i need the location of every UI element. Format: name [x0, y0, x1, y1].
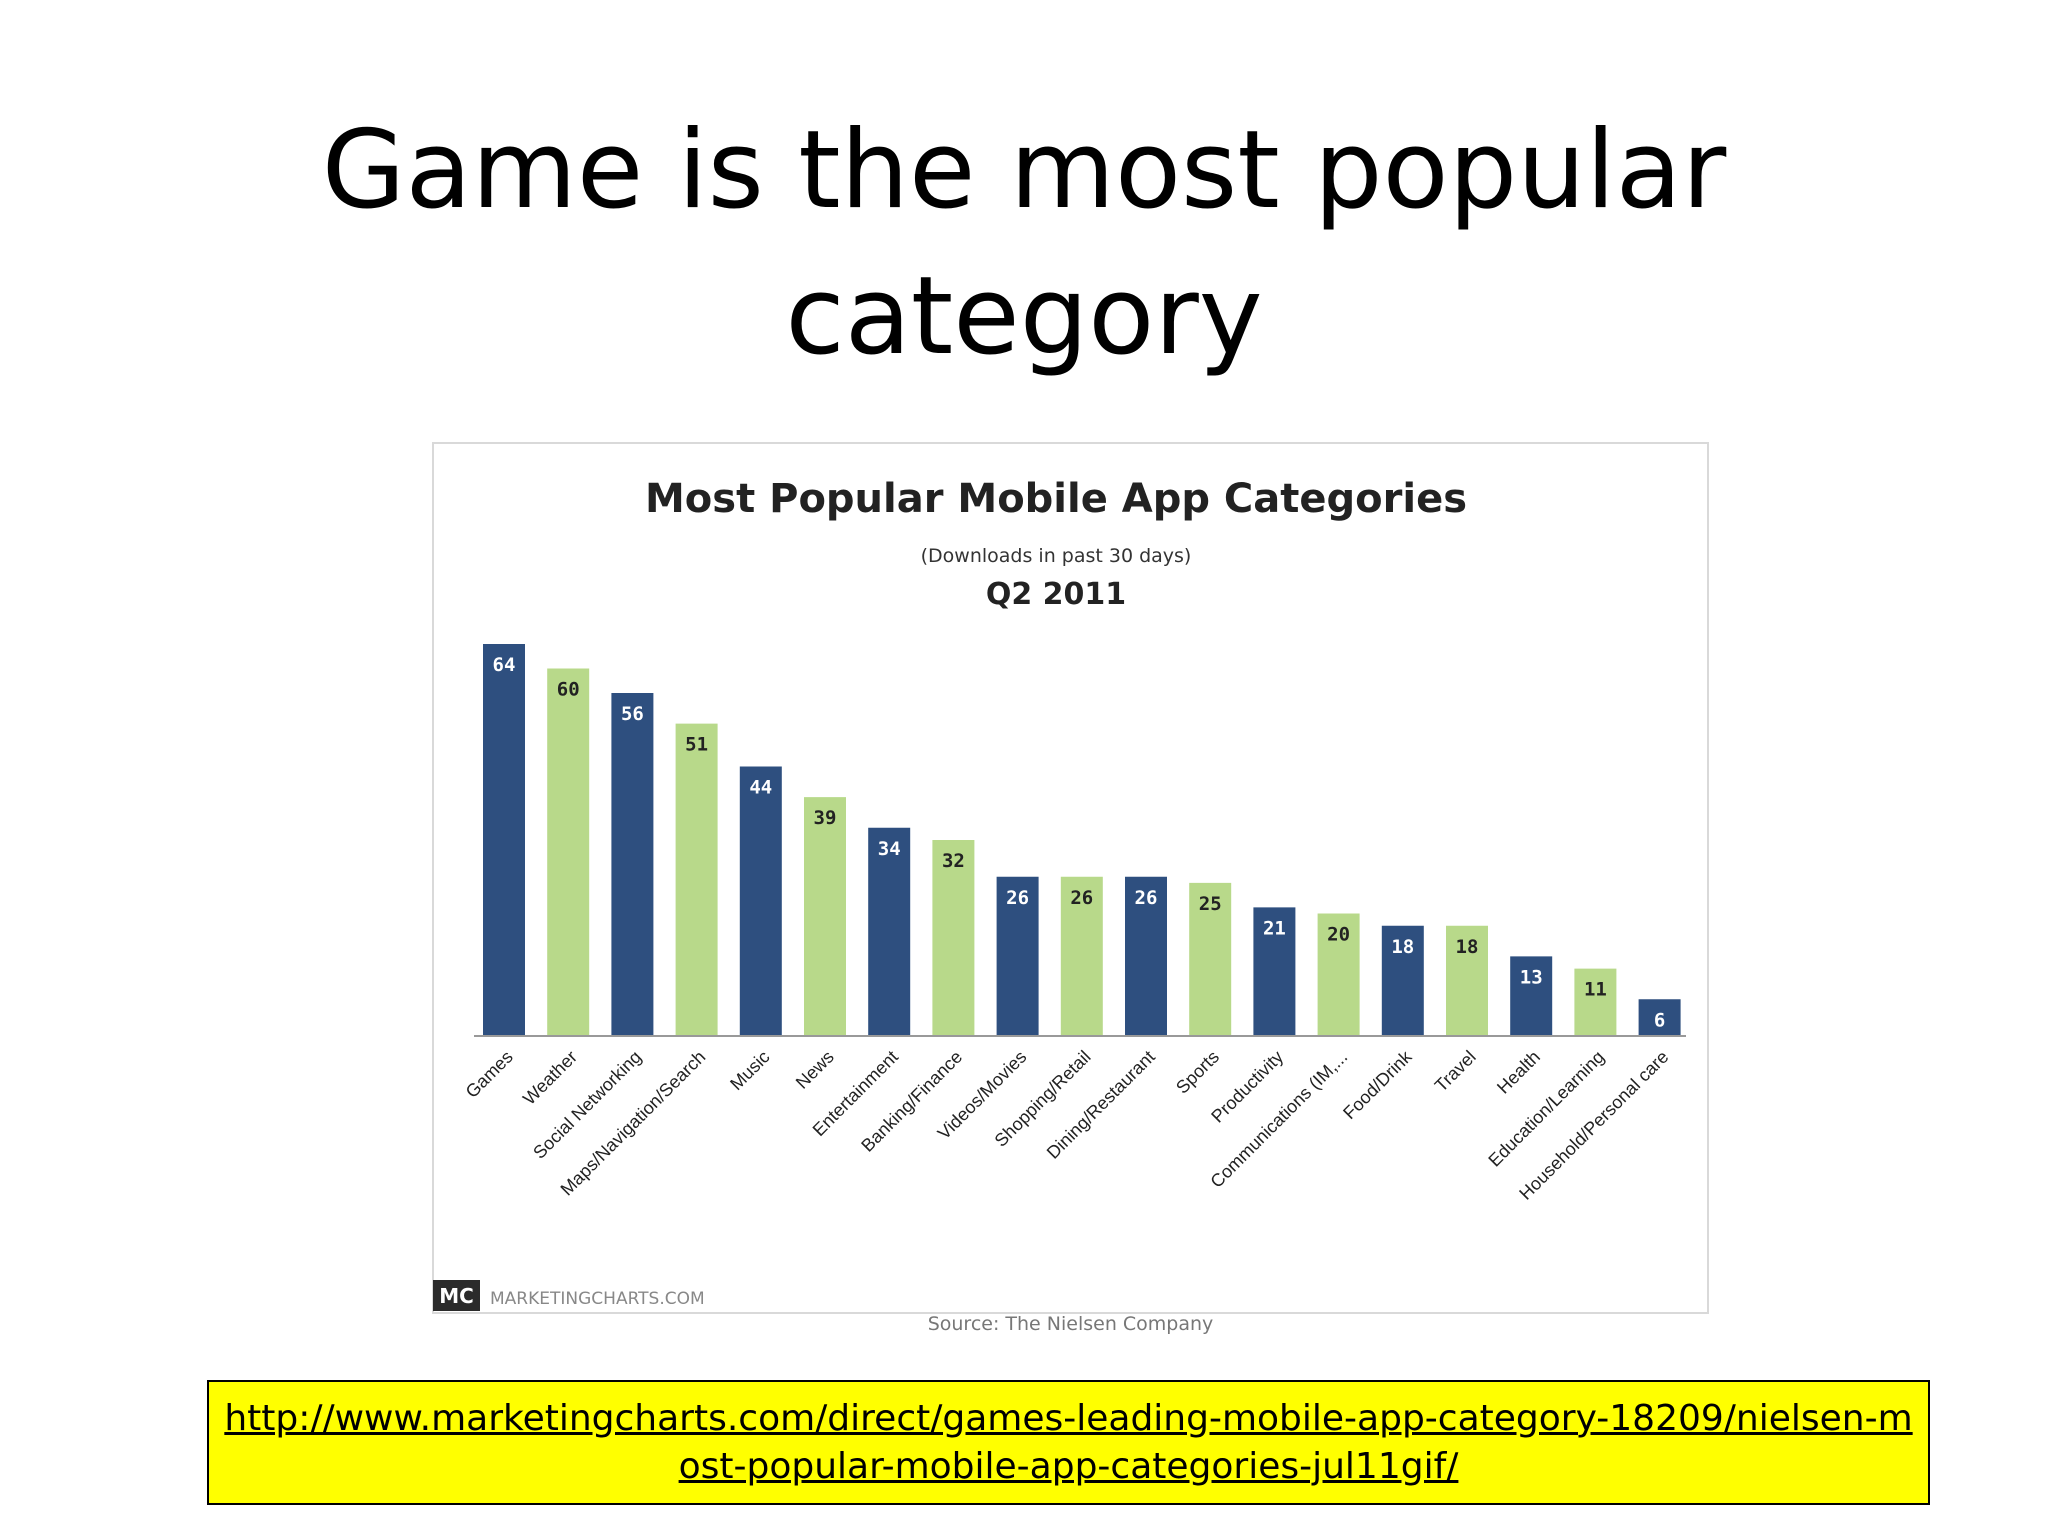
bar-value-label: 26 [1135, 887, 1158, 909]
bar-games [483, 644, 525, 1036]
bar-value-label: 21 [1263, 917, 1286, 939]
bar-value-label: 60 [557, 679, 580, 701]
bar-value-label: 26 [1006, 887, 1029, 909]
chart-title: Most Popular Mobile App Categories [645, 476, 1467, 522]
bar-communications-im [1317, 913, 1360, 1036]
bar-value-label: 32 [942, 850, 965, 872]
bar-value-label: 64 [493, 654, 516, 676]
x-tick-label: Education/Learning [1484, 1047, 1608, 1171]
x-tick-label: Social Networking [529, 1047, 645, 1163]
bar-news [804, 797, 846, 1036]
x-tick-label: Food/Drink [1339, 1046, 1416, 1123]
x-tick-label: News [792, 1047, 838, 1093]
bar-value-label: 25 [1199, 893, 1222, 915]
bar-videos-movies [996, 876, 1039, 1036]
bar-productivity [1253, 907, 1296, 1036]
bar-value-label: 20 [1327, 924, 1350, 946]
chart-subtitle: (Downloads in past 30 days) [921, 545, 1192, 567]
x-tick-label: Travel [1431, 1047, 1480, 1096]
bar-food-drink [1381, 925, 1424, 1036]
slide-title-line-1: Game is the most popular [321, 108, 1727, 233]
bar-education-learning [1574, 968, 1617, 1036]
bar-household-personal-care [1638, 999, 1681, 1036]
brand-logo [433, 1280, 480, 1311]
bar-value-label: 18 [1456, 936, 1479, 958]
bar-value-label: 51 [685, 734, 708, 756]
bar-value-label: 11 [1584, 979, 1607, 1001]
bar-banking-finance [932, 840, 975, 1036]
bar-value-label: 34 [878, 838, 901, 860]
brand-logo-text: MC [439, 1284, 474, 1308]
bar-maps-navigation-search [675, 723, 718, 1036]
bar-health [1510, 956, 1553, 1036]
bar-sports [1189, 882, 1232, 1036]
bar-music [739, 766, 782, 1036]
brand-name: MARKETINGCHARTS.COM [490, 1289, 705, 1309]
chart-source: Source: The Nielsen Company [927, 1313, 1214, 1335]
bar-value-label: 26 [1070, 887, 1093, 909]
x-tick-label: Music [726, 1047, 773, 1094]
reference-link[interactable]: http://www.marketingcharts.com/direct/ga… [224, 1397, 1913, 1487]
bar-chart: Most Popular Mobile App Categories (Down… [433, 476, 1686, 1311]
slide-title-line-2: category [785, 254, 1263, 379]
bar-social-networking [611, 693, 654, 1036]
bar-weather [547, 668, 590, 1036]
bar-entertainment [868, 827, 911, 1036]
link-box: http://www.marketingcharts.com/direct/ga… [207, 1380, 1930, 1505]
bar-value-label: 6 [1654, 1009, 1665, 1031]
x-tick-label: Games [462, 1047, 517, 1102]
bar-value-label: 18 [1391, 936, 1414, 958]
bar-dining-restaurant [1125, 876, 1167, 1036]
x-tick-label: Dining/Restaurant [1043, 1047, 1159, 1163]
chart-period: Q2 2011 [986, 577, 1126, 612]
x-tick-label: Weather [519, 1047, 581, 1109]
bar-value-label: 39 [814, 807, 837, 829]
bar-shopping-retail [1060, 876, 1103, 1036]
x-tick-label: Sports [1172, 1047, 1223, 1098]
bars-group: 64 60 56 51 44 39 34 32 26 26 26 25 21 20 18 18 13 11 6 [483, 644, 1681, 1036]
bar-value-label: 56 [621, 703, 644, 725]
slide-title: Game is the most popular category [0, 98, 2048, 390]
x-tick-label: Health [1493, 1047, 1544, 1098]
bar-value-label: 13 [1520, 966, 1543, 988]
bar-travel [1446, 925, 1488, 1036]
bar-value-label: 44 [749, 777, 772, 799]
